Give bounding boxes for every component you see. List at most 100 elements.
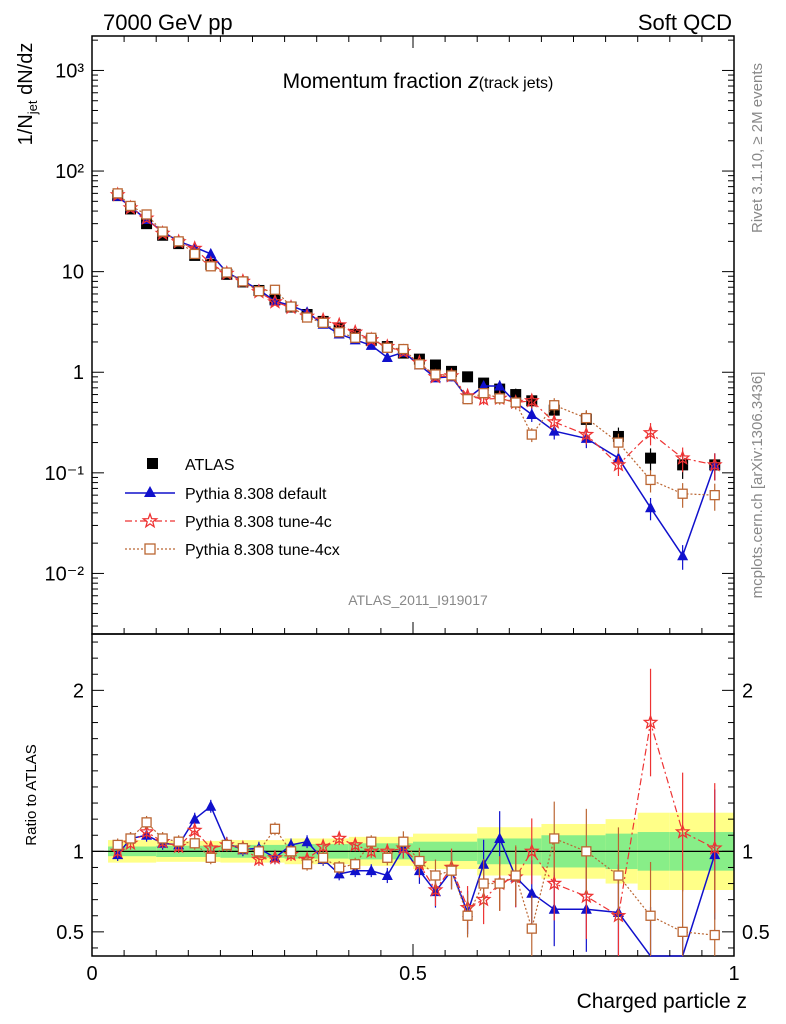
main-data-point [642, 424, 659, 440]
ratio-data-point [510, 870, 521, 881]
ratio-data-point [645, 910, 656, 921]
main-y-ticks: 10⁻² 10⁻¹ 1 10 10² 10³ [45, 39, 734, 627]
ratio-data-point [221, 839, 232, 851]
analysis-id: ATLAS_2011_I919017 [348, 592, 488, 608]
main-data-point [526, 408, 538, 420]
legend-marker-atlas [147, 458, 158, 469]
ratio-data-point [141, 817, 152, 828]
ratio-data-point [125, 833, 136, 844]
mcplots-info: mcplots.cern.ch [arXiv:1306.3436] [749, 372, 766, 599]
main-data-point [237, 276, 249, 287]
ratio-data-point [381, 869, 393, 880]
main-data-point [677, 549, 689, 561]
main-data-point [253, 285, 265, 297]
main-data-point [366, 332, 377, 343]
main-y-tick-label: 10² [55, 161, 84, 183]
main-data-point [398, 343, 409, 355]
ratio-data-point [613, 870, 624, 881]
main-data-point [189, 248, 200, 260]
x-axis-ticks: 0 0.5 1 [86, 36, 740, 985]
ratio-data-point [365, 864, 377, 876]
main-data-point [267, 293, 283, 309]
main-data-point [429, 359, 441, 371]
ratio-y-tick-label: 2 [73, 680, 84, 702]
ratio-data-point [301, 835, 313, 847]
y-axis-label-main: 1/N [15, 114, 37, 145]
main-data-point [382, 342, 393, 353]
ratio-data [109, 668, 723, 957]
ratio-data-point [269, 823, 281, 834]
main-series-1 [112, 190, 721, 570]
ratio-data-point [331, 830, 348, 846]
ratio-frame [91, 633, 735, 957]
ratio-data-point [253, 846, 265, 857]
ratio-y-tick-label-right: 1 [742, 841, 753, 863]
plot-title: Momentum fraction z(track jets) [283, 70, 554, 93]
ratio-data-point [414, 855, 425, 867]
main-data-point [381, 351, 393, 363]
legend-label-atlas: ATLAS [185, 457, 235, 474]
main-data-point [125, 200, 136, 212]
main-data-point [221, 267, 232, 278]
header-left: 7000 GeV pp [103, 10, 233, 35]
plot-title-sub: (track jets) [479, 75, 554, 92]
legend-label-tune-4cx: Pythia 8.308 tune-4cx [185, 542, 340, 559]
main-data-point [674, 449, 691, 465]
main-y-tick-label: 10⁻² [45, 563, 85, 585]
main-data-point [578, 426, 595, 442]
main-data-point [549, 400, 560, 411]
ratio-y-tick-label-right: 2 [742, 680, 753, 702]
ratio-data-point [427, 881, 444, 897]
main-data-point [173, 236, 184, 247]
ratio-data-point [350, 859, 361, 870]
x-tick-label: 1 [728, 963, 739, 985]
ratio-data-point [430, 870, 441, 881]
ratio-data-point [523, 843, 540, 859]
main-data-point [546, 413, 563, 429]
plot-title-main: Momentum fraction [283, 70, 469, 93]
ratio-data-point [581, 846, 592, 857]
main-data-point [478, 379, 490, 391]
ratio-data-point [677, 926, 688, 937]
ratio-data-point [398, 836, 409, 847]
main-data-point [581, 412, 592, 424]
ratio-data-point [205, 800, 217, 811]
main-data-point [709, 490, 720, 501]
ratio-data-point [494, 878, 505, 889]
ratio-y-tick-label: 1 [73, 841, 84, 863]
ratio-data-point [709, 929, 720, 941]
ratio-data-point [546, 875, 563, 891]
ratio-data-point [317, 852, 329, 863]
y-axis-label: 1/Njet dN/dz [15, 43, 40, 146]
ratio-data-point [363, 843, 380, 859]
main-data-point [141, 209, 152, 220]
main-data-point [613, 437, 624, 448]
main-data-point [494, 393, 505, 404]
main-series-0 [112, 190, 721, 481]
ratio-data-point [526, 923, 537, 934]
x-tick-label: 0 [86, 963, 97, 985]
legend-label-tune-4c: Pythia 8.308 tune-4c [185, 514, 332, 531]
x-axis-label: Charged particle z [577, 990, 747, 1013]
ratio-data-point [138, 823, 155, 839]
main-data-point [645, 501, 657, 513]
ratio-data-point [267, 849, 283, 865]
main-data-point [430, 369, 441, 380]
main-data-point [350, 332, 361, 343]
ratio-data-point [347, 836, 364, 852]
main-data-point [494, 379, 506, 391]
main-series-2 [109, 186, 723, 481]
ratio-data-point [382, 852, 393, 863]
main-data-point [462, 394, 473, 405]
main-data-point [478, 387, 489, 399]
legend-label-default: Pythia 8.308 default [185, 486, 327, 503]
main-y-tick-label: 10⁻¹ [45, 463, 85, 485]
ratio-data-point [285, 846, 297, 857]
ratio-y-tick-label-right: 0.5 [742, 922, 770, 944]
main-y-tick-label: 10³ [55, 60, 84, 82]
ratio-data-point [237, 842, 249, 854]
main-y-tick-label: 1 [73, 362, 84, 384]
main-data-point [112, 188, 123, 199]
main-data-point [301, 312, 313, 323]
